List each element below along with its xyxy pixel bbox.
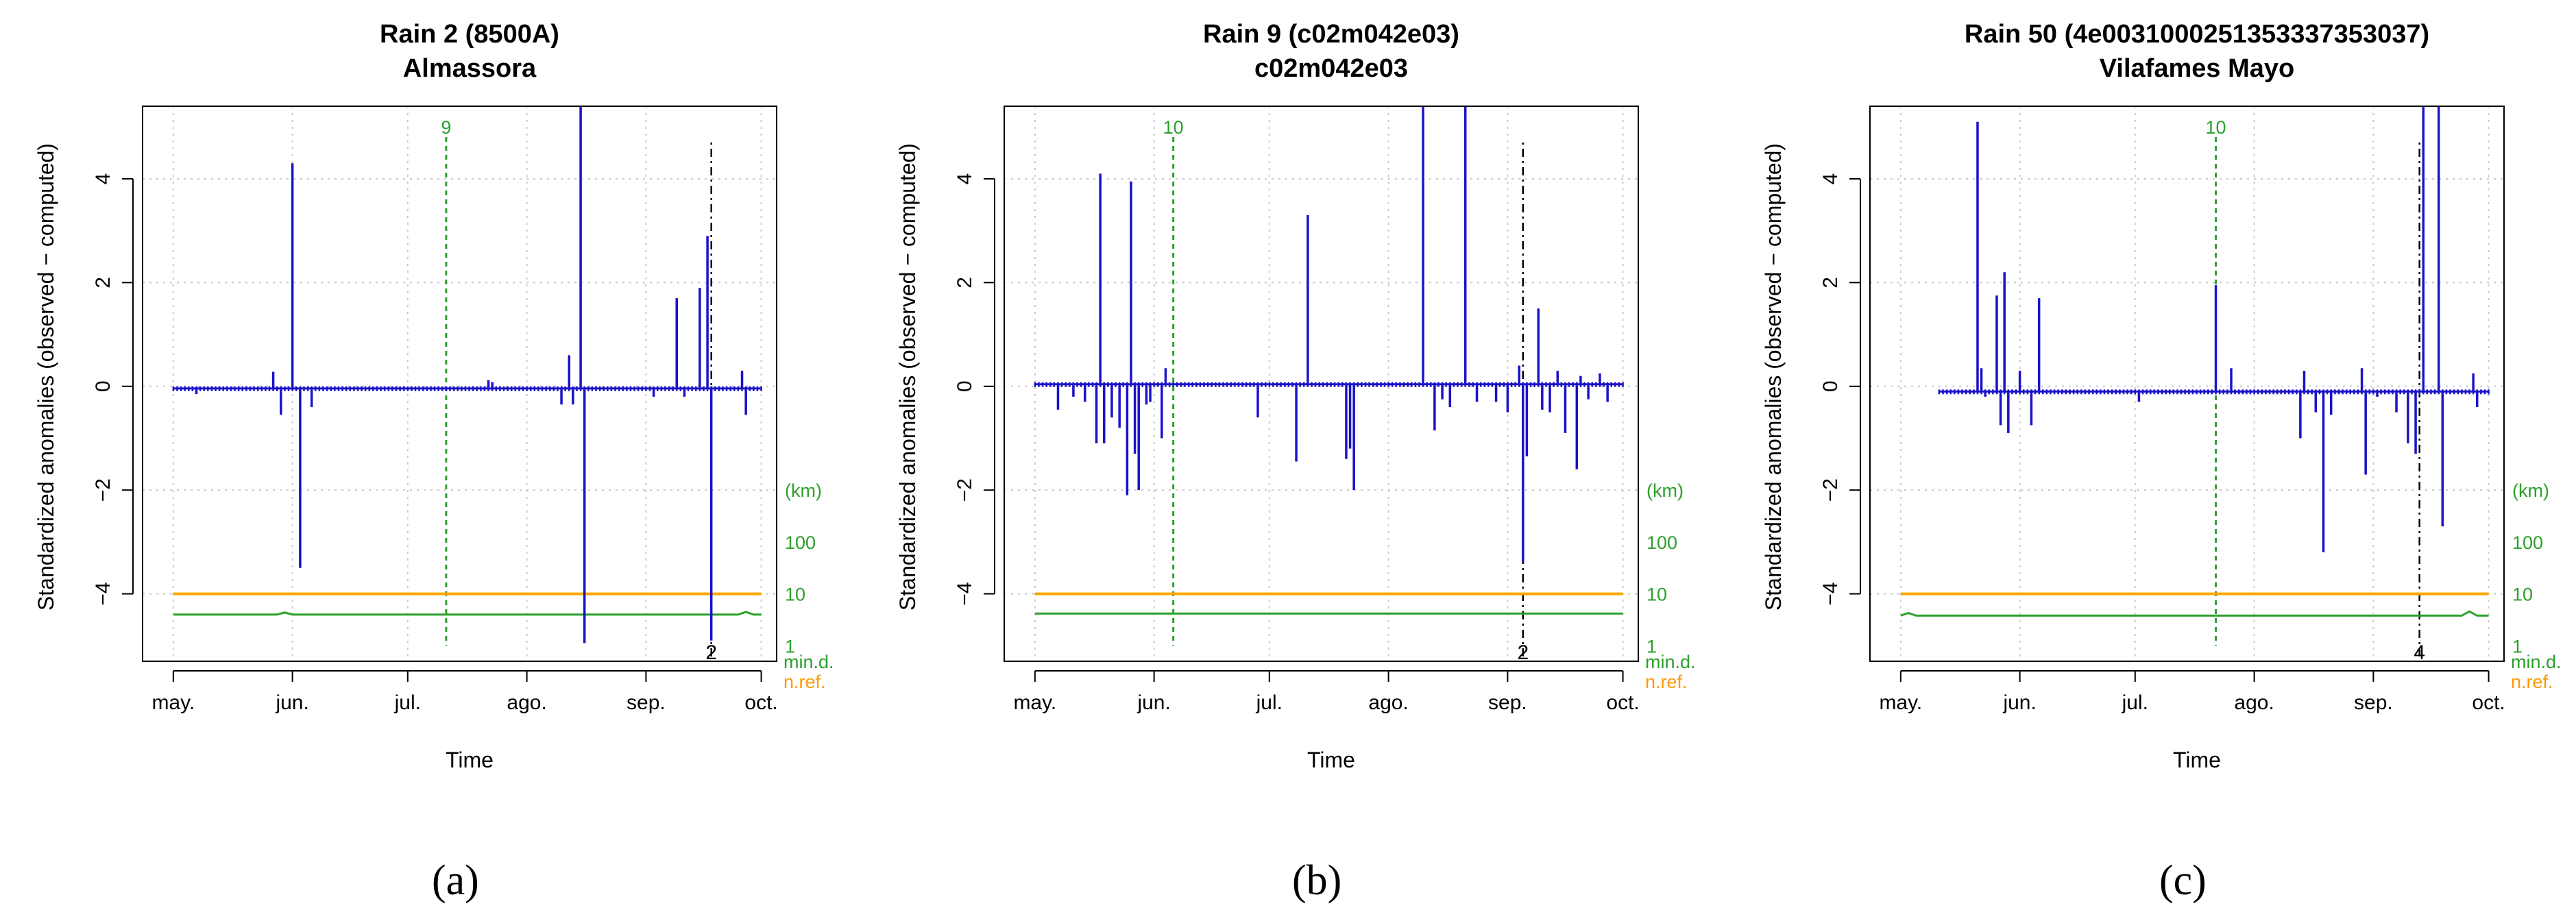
distance-axis-label: 10 xyxy=(785,585,805,605)
chart-subtitle: Vilafames Mayo xyxy=(2100,54,2294,83)
x-axis-label: Time xyxy=(1307,748,1355,772)
n-ref-label: n.ref. xyxy=(1645,672,1688,692)
distance-axis-label: 1 xyxy=(1647,636,1657,656)
x-axis-label: Time xyxy=(446,748,494,772)
x-tick-label: sep. xyxy=(1488,691,1527,714)
distance-axis-label: (km) xyxy=(2512,480,2549,501)
panel-caption: (b) xyxy=(1292,857,1341,904)
y-tick-label: 2 xyxy=(1819,277,1842,288)
x-tick-label: jun. xyxy=(1137,691,1170,714)
n-ref-label: n.ref. xyxy=(783,672,826,692)
x-tick-label: may. xyxy=(151,691,195,714)
x-tick-label: jul. xyxy=(1256,691,1283,714)
min-dist-label: min.d. xyxy=(2511,652,2562,672)
panel-b: Rain 9 (c02m042e03) c02m042e03 Standardi… xyxy=(895,20,1696,904)
min-dist-label: min.d. xyxy=(1645,652,1696,672)
y-tick-label: −4 xyxy=(92,582,114,605)
y-tick-label: 0 xyxy=(953,380,976,392)
y-tick-label: 4 xyxy=(92,173,114,185)
x-tick-label: oct. xyxy=(744,691,777,714)
chart-subtitle: c02m042e03 xyxy=(1254,54,1408,83)
min-dist-line xyxy=(173,611,762,616)
outlier-label: 2 xyxy=(705,641,717,664)
n-ref-label: n.ref. xyxy=(2511,672,2553,692)
chart-subtitle: Almassora xyxy=(403,54,537,83)
x-tick-label: ago. xyxy=(1368,691,1408,714)
x-tick-label: sep. xyxy=(627,691,666,714)
x-tick-label: jun. xyxy=(2002,691,2036,714)
outlier-label: 4 xyxy=(2414,641,2425,664)
break-label: 9 xyxy=(441,117,451,138)
x-tick-label: may. xyxy=(1879,691,1922,714)
x-tick-label: jul. xyxy=(2122,691,2148,714)
distance-axis-label: 1 xyxy=(2512,636,2523,656)
x-tick-label: ago. xyxy=(2234,691,2274,714)
y-tick-label: 4 xyxy=(953,173,976,185)
panel-caption: (a) xyxy=(432,857,479,904)
x-tick-label: may. xyxy=(1013,691,1056,714)
chart-title: Rain 2 (8500A) xyxy=(380,20,559,49)
plot-frame xyxy=(142,106,777,662)
y-axis-label: Standardized anomalies (observed − compu… xyxy=(34,143,58,611)
plot-frame xyxy=(1004,106,1639,662)
min-dist-label: min.d. xyxy=(783,652,834,672)
x-axis-label: Time xyxy=(2173,748,2221,772)
x-tick-label: oct. xyxy=(2472,691,2505,714)
y-tick-label: 2 xyxy=(953,277,976,288)
y-tick-label: 0 xyxy=(92,380,114,392)
panel-c: Rain 50 (4e0031000251353337353037) Vilaf… xyxy=(1761,20,2562,904)
plot-frame xyxy=(1869,106,2505,662)
anomaly-baseline xyxy=(1938,389,2490,395)
anomaly-baseline xyxy=(1034,382,1624,387)
y-tick-label: 2 xyxy=(92,277,114,288)
y-tick-label: 0 xyxy=(1819,380,1842,392)
distance-axis-label: 1 xyxy=(785,636,795,656)
distance-axis-label: 10 xyxy=(1647,585,1667,605)
x-tick-label: sep. xyxy=(2354,691,2393,714)
y-tick-label: −2 xyxy=(92,478,114,502)
min-dist-line xyxy=(1900,610,2489,617)
distance-axis-label: (km) xyxy=(1647,480,1684,501)
distance-axis-label: 10 xyxy=(2512,585,2533,605)
y-tick-label: −2 xyxy=(1819,478,1842,502)
distance-axis-label: 100 xyxy=(1647,532,1677,553)
distance-axis-label: (km) xyxy=(785,480,822,501)
x-tick-label: jul. xyxy=(394,691,421,714)
x-tick-label: oct. xyxy=(1606,691,1639,714)
distance-axis-label: 100 xyxy=(2512,532,2543,553)
y-axis-label: Standardized anomalies (observed − compu… xyxy=(1761,143,1786,611)
panel-a: Rain 2 (8500A) Almassora Standardized an… xyxy=(34,20,834,904)
break-label: 10 xyxy=(2206,117,2226,138)
y-tick-label: −4 xyxy=(1819,582,1842,605)
y-tick-label: 4 xyxy=(1819,173,1842,185)
anomaly-baseline xyxy=(172,386,762,391)
y-tick-label: −4 xyxy=(953,582,976,605)
x-tick-label: jun. xyxy=(275,691,308,714)
y-tick-label: −2 xyxy=(953,478,976,502)
panel-caption: (c) xyxy=(2159,857,2207,904)
chart-title: Rain 9 (c02m042e03) xyxy=(1203,20,1459,49)
x-tick-label: ago. xyxy=(507,691,546,714)
break-label: 10 xyxy=(1163,117,1184,138)
outlier-label: 2 xyxy=(1517,641,1529,664)
y-axis-label: Standardized anomalies (observed − compu… xyxy=(895,143,920,611)
distance-axis-label: 100 xyxy=(785,532,816,553)
chart-title: Rain 50 (4e0031000251353337353037) xyxy=(1965,20,2429,49)
